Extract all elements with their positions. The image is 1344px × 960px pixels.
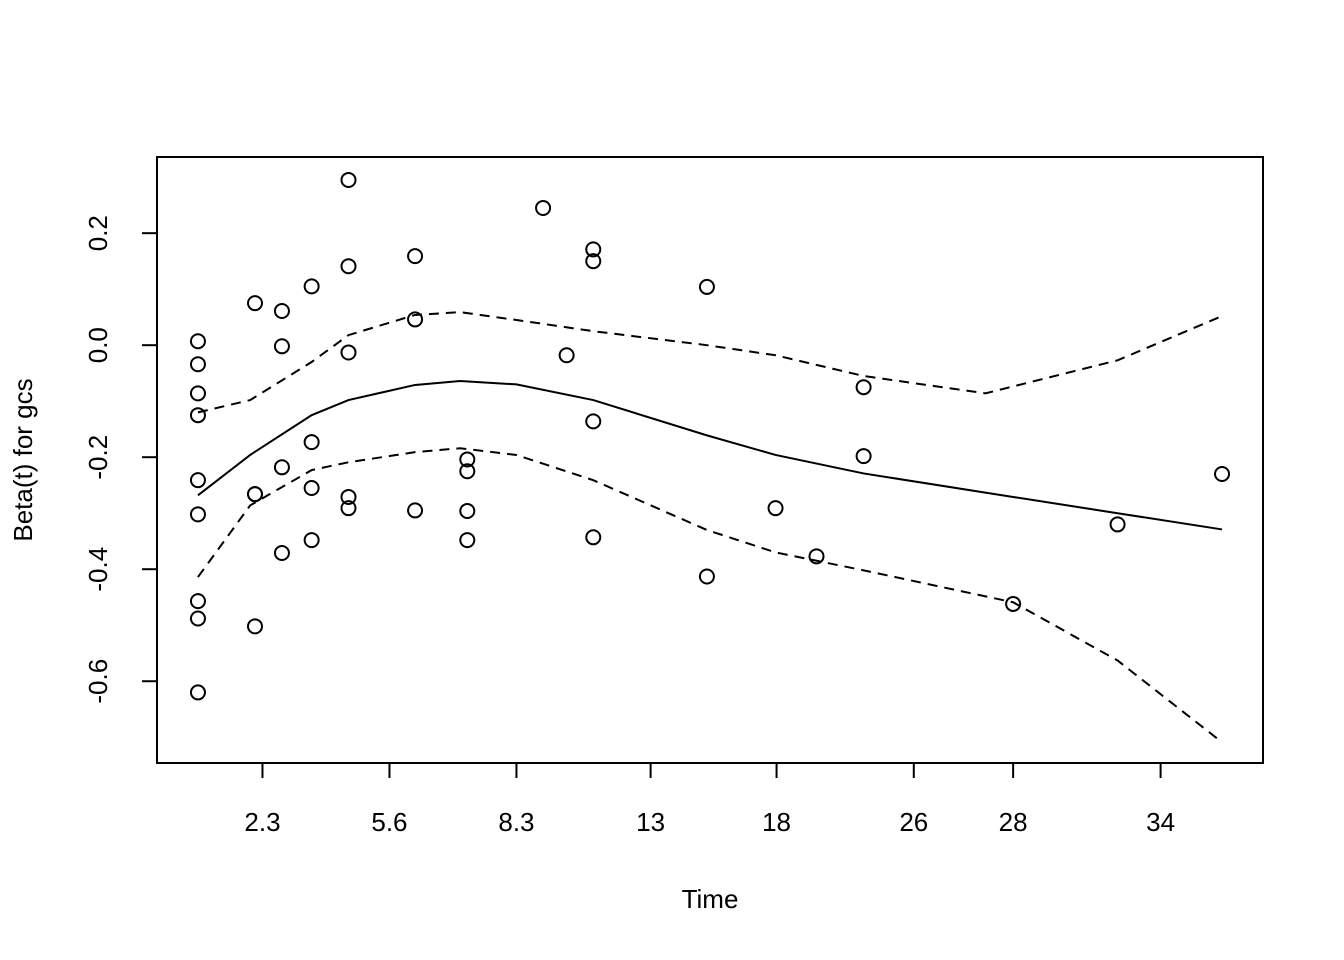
point — [340, 488, 357, 505]
point — [189, 610, 206, 627]
point — [273, 544, 290, 561]
point — [459, 502, 476, 519]
point — [247, 618, 264, 635]
point — [247, 486, 264, 503]
point — [585, 253, 602, 270]
plot-frame — [156, 156, 1264, 764]
point — [189, 472, 206, 489]
y-tick-label: -0.2 — [83, 435, 113, 480]
point — [459, 532, 476, 549]
point — [535, 199, 552, 216]
point — [189, 407, 206, 424]
x-tick-label: 18 — [762, 807, 791, 837]
point — [585, 413, 602, 430]
point — [340, 344, 357, 361]
point — [189, 356, 206, 373]
point — [407, 502, 424, 519]
point — [585, 529, 602, 546]
point — [189, 684, 206, 701]
x-tick-label: 2.3 — [244, 807, 280, 837]
point — [340, 500, 357, 517]
point — [303, 434, 320, 451]
point — [303, 532, 320, 549]
x-axis-label: Time — [682, 884, 739, 914]
point — [767, 500, 784, 517]
point — [189, 333, 206, 350]
y-tick-label: -0.6 — [83, 659, 113, 704]
point — [340, 171, 357, 188]
y-tick-label: -0.4 — [83, 547, 113, 592]
point — [855, 448, 872, 465]
y-tick-label: 0.0 — [83, 327, 113, 363]
point — [698, 568, 715, 585]
point — [698, 278, 715, 295]
y-tick-label: 0.2 — [83, 215, 113, 251]
point — [407, 311, 424, 328]
point — [459, 451, 476, 468]
point — [303, 278, 320, 295]
x-tick-label: 8.3 — [498, 807, 534, 837]
point — [808, 548, 825, 565]
point — [558, 347, 575, 364]
point — [407, 248, 424, 265]
point — [273, 303, 290, 320]
fit-line — [197, 447, 1223, 744]
x-tick-label: 34 — [1146, 807, 1175, 837]
point — [189, 385, 206, 402]
point — [273, 338, 290, 355]
x-tick-label: 26 — [899, 807, 928, 837]
point — [273, 459, 290, 476]
point — [189, 506, 206, 523]
point — [1005, 595, 1022, 612]
point — [585, 241, 602, 258]
x-tick-label: 13 — [636, 807, 665, 837]
point — [247, 295, 264, 312]
fit-line — [197, 311, 1223, 414]
point — [855, 379, 872, 396]
x-tick-label: 5.6 — [371, 807, 407, 837]
point — [1109, 516, 1126, 533]
point — [303, 480, 320, 497]
y-axis-label: Beta(t) for gcs — [8, 378, 38, 541]
point — [459, 463, 476, 480]
point — [1214, 466, 1231, 483]
fit-line — [197, 380, 1223, 531]
point — [340, 258, 357, 275]
x-tick-label: 28 — [999, 807, 1028, 837]
point — [189, 593, 206, 610]
